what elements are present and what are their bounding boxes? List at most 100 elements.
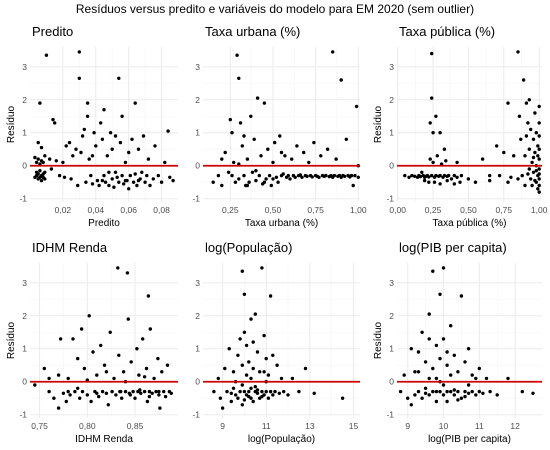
data-point [230, 173, 234, 178]
data-point [141, 337, 145, 341]
x-tick-label: 0,75 [31, 421, 48, 431]
data-point [537, 177, 541, 181]
data-point [53, 121, 57, 125]
data-point [413, 393, 417, 397]
data-point [262, 180, 267, 184]
data-point [418, 174, 422, 179]
data-point [531, 170, 536, 174]
y-tick-label: 3 [195, 278, 200, 288]
data-point [267, 173, 272, 178]
data-point [441, 337, 446, 341]
x-tick-label: 12 [510, 421, 520, 431]
data-point [434, 389, 439, 394]
data-point [520, 173, 524, 178]
data-point [140, 170, 144, 174]
data-point [305, 174, 309, 178]
data-point [262, 333, 266, 338]
data-point [66, 389, 70, 394]
data-point [43, 177, 47, 181]
data-point [325, 147, 330, 151]
x-tick-label: 1,00 [350, 205, 367, 215]
data-point [257, 173, 261, 178]
data-point [431, 160, 435, 165]
facet-panel: 0,75 0,80 0,85 -1 0 1 2 3 IDHM Renda IDHM Renda Re… [6, 240, 178, 445]
data-point [480, 157, 485, 161]
data-point [100, 389, 105, 394]
data-point [264, 389, 268, 394]
data-point [402, 373, 406, 377]
data-point [293, 175, 297, 179]
data-point [527, 167, 531, 171]
data-point [273, 389, 277, 394]
data-point [249, 386, 253, 390]
data-point [438, 131, 442, 135]
data-point [236, 396, 240, 400]
data-point [116, 266, 120, 270]
data-point [123, 160, 128, 165]
data-point [240, 144, 244, 148]
data-point [283, 154, 287, 158]
data-point [240, 383, 244, 387]
data-point [47, 376, 51, 381]
data-point [113, 170, 118, 174]
data-point [145, 173, 149, 178]
data-point [354, 104, 359, 109]
y-tick-label: 0 [195, 161, 200, 171]
data-point [64, 144, 68, 148]
data-point [420, 396, 424, 400]
data-point [266, 147, 270, 151]
data-point [242, 173, 246, 178]
data-point [231, 386, 236, 390]
x-tick-label: 0,25 [222, 205, 239, 215]
data-point [255, 388, 260, 392]
data-point [82, 366, 87, 371]
x-tick-label: 13 [305, 421, 315, 431]
y-tick-label: 1 [22, 344, 27, 354]
data-point [102, 363, 107, 367]
data-point [537, 104, 541, 109]
y-tick-label: 0 [195, 377, 200, 387]
data-point [533, 111, 537, 115]
data-point [438, 182, 442, 186]
data-point [157, 393, 161, 397]
data-point [442, 147, 447, 151]
y-tick-label: 1 [389, 344, 394, 354]
data-point [506, 376, 510, 381]
data-point [38, 101, 42, 105]
data-point [264, 177, 268, 181]
data-point [295, 144, 299, 148]
data-point [216, 376, 220, 381]
data-point [247, 360, 251, 364]
data-point [106, 403, 111, 407]
data-point [123, 389, 128, 394]
data-point [524, 134, 529, 138]
y-tick-label: 2 [389, 95, 394, 105]
data-point [416, 370, 421, 374]
data-point [416, 350, 421, 354]
data-point [228, 117, 232, 122]
data-point [537, 147, 541, 151]
data-point [351, 183, 355, 188]
data-point [87, 314, 91, 318]
data-point [108, 330, 112, 334]
data-point [255, 350, 260, 354]
y-axis-title: Resíduo [6, 321, 17, 359]
y-tick-label: 1 [195, 128, 200, 138]
data-point [258, 370, 262, 374]
data-point [79, 327, 84, 331]
data-point [62, 175, 67, 179]
data-point [112, 376, 116, 381]
data-point [452, 182, 456, 186]
data-point [290, 376, 295, 381]
data-point [470, 373, 474, 377]
data-point [229, 399, 233, 404]
data-point [146, 157, 151, 161]
data-point [344, 137, 348, 141]
data-point [279, 376, 284, 381]
data-point [122, 182, 126, 186]
data-point [212, 389, 216, 394]
data-point [144, 366, 149, 371]
